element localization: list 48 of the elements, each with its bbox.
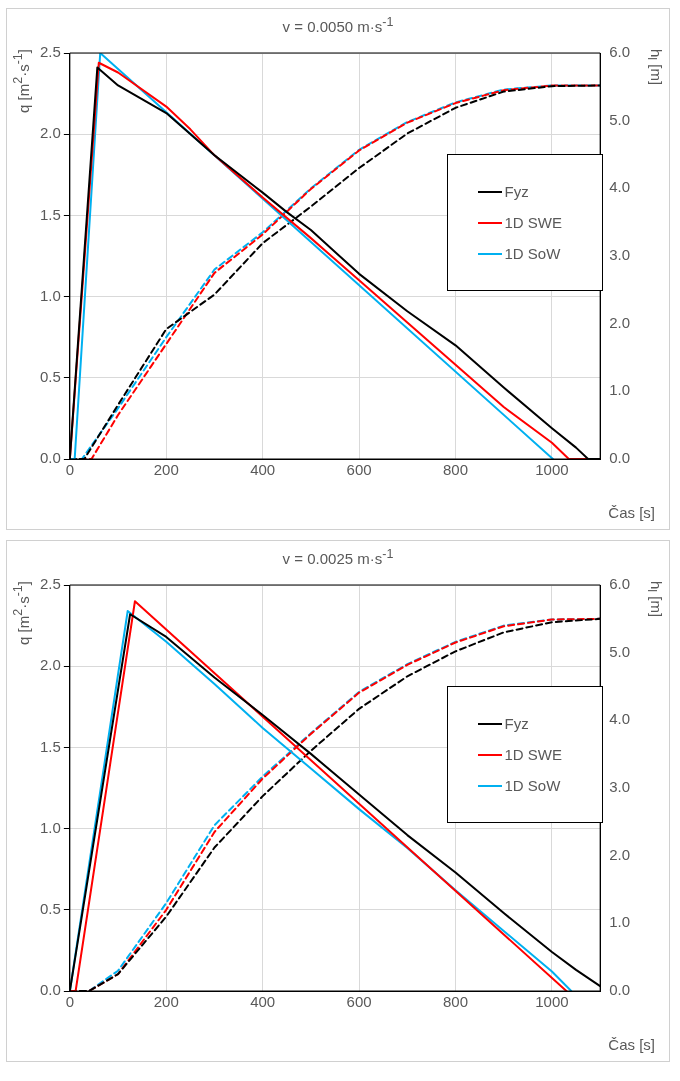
y-tick-label: 2.0 [39, 656, 61, 674]
y2-tick-label: 0.0 [609, 449, 631, 467]
y-tick-label: 0.0 [39, 449, 61, 467]
x-tick-label: 0 [65, 461, 75, 479]
chart-title: v = 0.0025 m·s$^{-1}$ [281, 547, 395, 567]
x-tick-label: 800 [443, 993, 469, 1011]
legend-label: 1D SWE [504, 746, 562, 763]
legend-label: 1D SWE [504, 214, 562, 231]
y-tick-label: 1.5 [39, 205, 61, 223]
y-tick-label: 0.5 [39, 899, 61, 917]
x-tick-label: 600 [346, 461, 372, 479]
legend-label: 1D SoW [504, 777, 561, 794]
y2-tick-label: 3.0 [609, 246, 631, 264]
y2-tick-label: 3.0 [609, 778, 631, 796]
y2-tick-label: 2.0 [609, 313, 631, 331]
legend-label: Fyz [504, 183, 529, 200]
x-tick-label: 400 [250, 993, 276, 1011]
y-tick-label: 1.5 [39, 737, 61, 755]
y-tick-label: 1.0 [39, 286, 61, 304]
x-tick-label: 1000 [535, 993, 569, 1011]
y2-tick-label: 6.0 [609, 575, 631, 593]
y2-tick-label: 4.0 [609, 178, 631, 196]
x-tick-label: 200 [153, 993, 179, 1011]
y-tick-label: 2.0 [39, 124, 61, 142]
x-tick-label: 800 [443, 461, 469, 479]
y-tick-label: 2.5 [39, 43, 61, 61]
x-tick-label: 600 [346, 993, 372, 1011]
x-tick-label: 0 [65, 993, 75, 1011]
chart-title: v = 0.0050 m·s$^{-1}$ [281, 15, 395, 35]
x-axis-title: Čas [s] [608, 504, 655, 521]
y2-tick-label: 2.0 [609, 845, 631, 863]
x-tick-label: 400 [250, 461, 276, 479]
y2-tick-label: 1.0 [609, 913, 631, 931]
y2-tick-label: 5.0 [609, 110, 631, 128]
y-tick-label: 2.5 [39, 575, 61, 593]
y2-tick-label: 0.0 [609, 981, 631, 999]
y2-tick-label: 6.0 [609, 43, 631, 61]
y-tick-label: 0.0 [39, 981, 61, 999]
x-axis-title: Čas [s] [608, 1036, 655, 1053]
y2-tick-label: 1.0 [609, 381, 631, 399]
legend-label: 1D SoW [504, 245, 561, 262]
y2-tick-label: 4.0 [609, 710, 631, 728]
x-tick-label: 1000 [535, 461, 569, 479]
y2-tick-label: 5.0 [609, 642, 631, 660]
x-tick-label: 200 [153, 461, 179, 479]
y-tick-label: 0.5 [39, 367, 61, 385]
legend-label: Fyz [504, 715, 529, 732]
y-tick-label: 1.0 [39, 818, 61, 836]
